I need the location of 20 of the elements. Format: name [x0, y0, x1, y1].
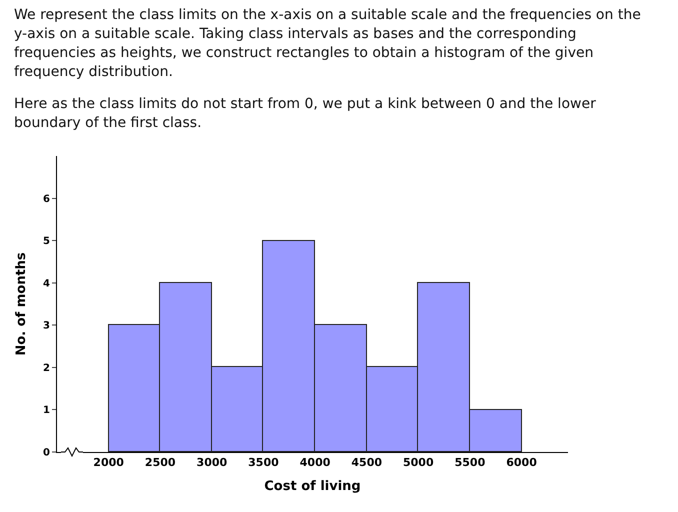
y-axis-title: No. of months	[14, 252, 29, 356]
y-tick-label: 2	[43, 362, 50, 374]
y-tick-label: 5	[43, 236, 50, 248]
x-tick-label: 2500	[144, 456, 176, 470]
y-tick-label: 4	[43, 278, 50, 290]
x-tick-label: 5500	[454, 456, 486, 470]
x-axis-title: Cost of living	[264, 478, 361, 494]
x-tick-label: 3000	[196, 456, 228, 470]
x-tick-label: 5000	[402, 456, 434, 470]
x-tick-label: 4000	[300, 456, 331, 470]
x-tick-label: 4500	[351, 456, 382, 470]
text: We represent the class limits on the x-axis on a suitable scale and the frequencies on the y-axis on a suitable scale. Taking class intervals as bases and the corresponding frequencies as heights, we construct rectangles to obtain a histogram of the given frequency distribution.	[14, 6, 642, 82]
y-tick-label: 3	[43, 320, 50, 332]
y-tick-label: 0	[43, 448, 50, 458]
y-tick-label: 6	[43, 194, 50, 205]
x-tick-label: 6000	[506, 456, 538, 470]
x-tick-label: 3500	[248, 456, 280, 470]
x-tick-label: 2000	[93, 456, 124, 470]
y-tick-label: 1	[43, 405, 50, 416]
text: Here as the class limits do not start from 0, we put a kink between 0 and the lower boundary of the first class.	[14, 95, 597, 133]
